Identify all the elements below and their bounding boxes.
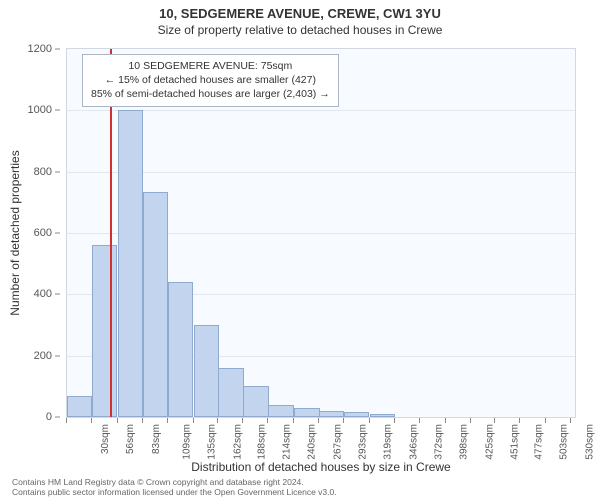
x-tick-mark <box>167 418 168 423</box>
x-tick-mark <box>217 418 218 423</box>
x-tick-mark <box>470 418 471 423</box>
x-tick-label: 240sqm <box>307 424 318 460</box>
footer: Contains HM Land Registry data © Crown c… <box>12 478 588 498</box>
info-line-3: 85% of semi-detached houses are larger (… <box>91 87 330 101</box>
x-tick-mark <box>142 418 143 423</box>
x-tick-label: 162sqm <box>232 424 243 460</box>
histogram-bar <box>319 411 344 417</box>
y-tick-label: 200 <box>34 350 52 362</box>
histogram-bar <box>344 412 369 417</box>
y-tick-mark <box>55 110 60 111</box>
x-tick-mark <box>545 418 546 423</box>
x-tick-mark <box>318 418 319 423</box>
info-box: 10 SEDGEMERE AVENUE: 75sqm ← 15% of deta… <box>82 54 339 107</box>
y-tick-mark <box>55 49 60 50</box>
x-tick-mark <box>394 418 395 423</box>
histogram-bar <box>370 414 395 417</box>
x-tick-mark <box>419 418 420 423</box>
y-tick-mark <box>55 233 60 234</box>
histogram-bar <box>268 405 293 417</box>
gridline <box>67 110 575 111</box>
y-axis-ticks: 020040060080010001200 <box>0 48 60 418</box>
x-tick-label: 319sqm <box>383 424 394 460</box>
y-tick-label: 0 <box>46 411 52 423</box>
x-tick-label: 188sqm <box>257 424 268 460</box>
x-tick-mark <box>267 418 268 423</box>
x-tick-label: 267sqm <box>333 424 344 460</box>
x-tick-mark <box>494 418 495 423</box>
x-tick-label: 346sqm <box>408 424 419 460</box>
y-tick-mark <box>55 417 60 418</box>
x-tick-mark <box>570 418 571 423</box>
chart-title: 10, SEDGEMERE AVENUE, CREWE, CW1 3YU <box>0 0 600 21</box>
y-tick-label: 800 <box>34 166 52 178</box>
x-tick-label: 56sqm <box>125 424 136 454</box>
x-tick-label: 530sqm <box>585 424 596 460</box>
x-tick-label: 425sqm <box>484 424 495 460</box>
histogram-bar <box>294 408 319 417</box>
x-tick-label: 83sqm <box>151 424 162 454</box>
info-line-2: ← 15% of detached houses are smaller (42… <box>91 73 330 87</box>
chart-container: 10, SEDGEMERE AVENUE, CREWE, CW1 3YU Siz… <box>0 0 600 500</box>
histogram-bar <box>67 396 92 417</box>
y-tick-label: 600 <box>34 227 52 239</box>
x-tick-mark <box>193 418 194 423</box>
histogram-bar <box>218 368 243 417</box>
x-tick-mark <box>91 418 92 423</box>
x-axis-label: Distribution of detached houses by size … <box>66 460 576 474</box>
y-tick-mark <box>55 355 60 356</box>
y-tick-label: 400 <box>34 288 52 300</box>
histogram-bar <box>118 110 143 417</box>
info-line-1: 10 SEDGEMERE AVENUE: 75sqm <box>91 59 330 73</box>
y-tick-mark <box>55 171 60 172</box>
x-tick-label: 477sqm <box>534 424 545 460</box>
histogram-bar <box>243 386 268 417</box>
gridline <box>67 172 575 173</box>
histogram-bar <box>92 245 117 417</box>
x-tick-mark <box>117 418 118 423</box>
x-tick-label: 451sqm <box>509 424 520 460</box>
histogram-bar <box>194 325 219 417</box>
x-tick-label: 398sqm <box>458 424 469 460</box>
x-tick-label: 30sqm <box>100 424 111 454</box>
x-tick-mark <box>66 418 67 423</box>
x-tick-label: 372sqm <box>433 424 444 460</box>
x-tick-mark <box>242 418 243 423</box>
histogram-bar <box>143 192 168 417</box>
x-tick-mark <box>369 418 370 423</box>
x-tick-mark <box>343 418 344 423</box>
x-tick-mark <box>445 418 446 423</box>
y-tick-label: 1200 <box>28 43 52 55</box>
x-tick-mark <box>293 418 294 423</box>
x-tick-label: 214sqm <box>282 424 293 460</box>
footer-line-2: Contains public sector information licen… <box>12 488 588 498</box>
x-tick-label: 109sqm <box>181 424 192 460</box>
x-tick-label: 135sqm <box>206 424 217 460</box>
x-tick-label: 503sqm <box>559 424 570 460</box>
y-tick-label: 1000 <box>28 104 52 116</box>
x-tick-mark <box>519 418 520 423</box>
y-tick-mark <box>55 294 60 295</box>
chart-subtitle: Size of property relative to detached ho… <box>0 21 600 41</box>
histogram-bar <box>168 282 193 417</box>
x-tick-label: 293sqm <box>358 424 369 460</box>
